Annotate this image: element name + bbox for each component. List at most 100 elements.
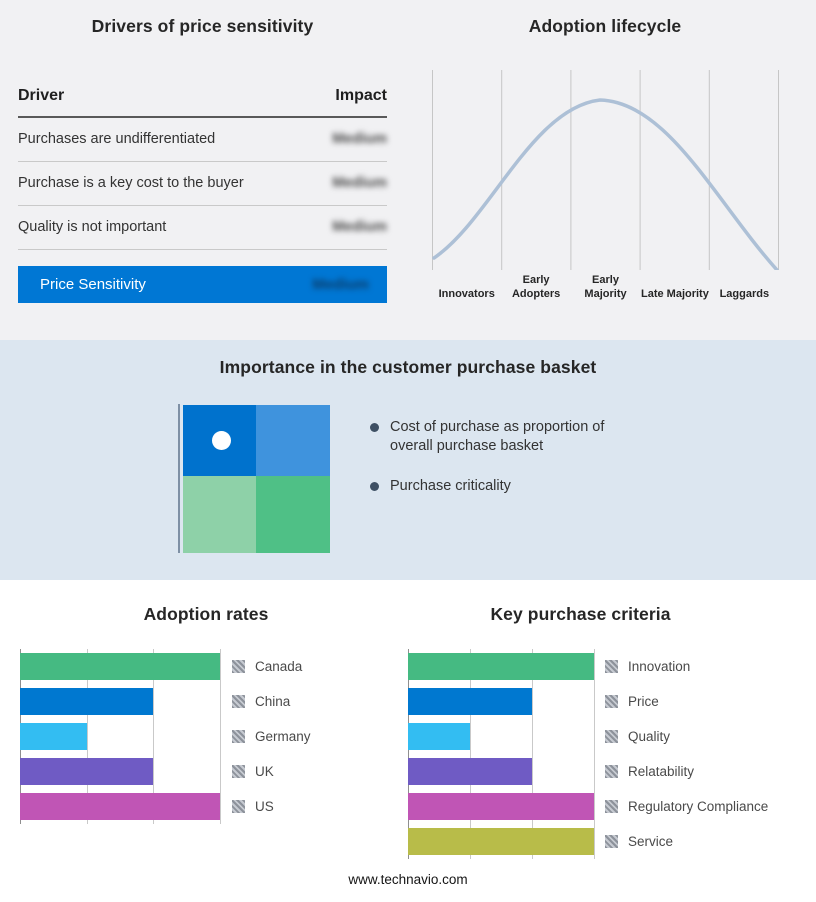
legend-swatch bbox=[232, 660, 245, 673]
legend-label: Quality bbox=[628, 729, 671, 744]
drivers-table-body: Purchases are undifferentiated Medium Purc… bbox=[18, 118, 387, 250]
bottom-section: Adoption rates Canada China Germany UK US Ke… bbox=[0, 580, 816, 902]
adoption-lifecycle-chart bbox=[432, 70, 779, 272]
legend-item: China bbox=[232, 684, 311, 719]
bar-regulatory-compliance bbox=[408, 793, 594, 820]
bar-canada bbox=[20, 653, 220, 680]
bar-china bbox=[20, 688, 154, 715]
drivers-title: Drivers of price sensitivity bbox=[91, 16, 314, 36]
bar-row bbox=[408, 789, 594, 824]
legend-swatch bbox=[605, 660, 618, 673]
quadrant-top-left bbox=[183, 405, 256, 476]
legend-item: Germany bbox=[232, 719, 311, 754]
position-dot bbox=[212, 431, 231, 450]
purchase-basket-section: Importance in the customer purchase bask… bbox=[0, 340, 816, 580]
driver-row: Quality is not important Medium bbox=[18, 206, 387, 250]
legend-item: Innovation bbox=[605, 649, 768, 684]
adoption-rates-chart: Adoption rates Canada China Germany UK US bbox=[20, 604, 392, 824]
adoption-rates-legend: Canada China Germany UK US bbox=[232, 649, 311, 824]
legend-swatch bbox=[605, 835, 618, 848]
drivers-panel: Drivers of price sensitivity Driver Impa… bbox=[18, 16, 387, 303]
adoption-rates-body: Canada China Germany UK US bbox=[20, 649, 392, 824]
bar-innovation bbox=[408, 653, 594, 680]
legend-item: US bbox=[232, 789, 311, 824]
legend-swatch bbox=[605, 695, 618, 708]
bullet-text: Purchase criticality bbox=[390, 478, 511, 495]
bar-service bbox=[408, 828, 594, 855]
legend-label: Canada bbox=[255, 659, 303, 674]
bar-row bbox=[408, 719, 594, 754]
bullet-icon bbox=[370, 482, 379, 492]
lifecycle-panel: Adoption lifecycle Innovators Early Adopt… bbox=[415, 16, 795, 302]
gridline bbox=[594, 649, 595, 859]
gridline bbox=[220, 649, 221, 824]
bar-row bbox=[408, 824, 594, 859]
driver-name: Purchases are undifferentiated bbox=[18, 131, 216, 147]
driver-row: Purchase is a key cost to the buyer Mediu… bbox=[18, 162, 387, 206]
legend-swatch bbox=[232, 800, 245, 813]
legend-swatch bbox=[232, 730, 245, 743]
gridline bbox=[86, 649, 88, 824]
legend-swatch bbox=[605, 730, 618, 743]
quadrant-bottom-left bbox=[183, 476, 256, 553]
bar-row bbox=[20, 719, 220, 754]
legend-label: Price bbox=[628, 694, 659, 709]
legend-label: UK bbox=[255, 764, 274, 779]
legend-item: Quality bbox=[605, 719, 768, 754]
adoption-rates-title: Adoption rates bbox=[143, 604, 269, 624]
bar-uk bbox=[20, 758, 154, 785]
stage-label: Laggards bbox=[719, 287, 770, 300]
y-axis-line bbox=[408, 649, 409, 859]
bar-row bbox=[20, 684, 220, 719]
legend-label: Germany bbox=[255, 729, 311, 744]
quadrant-axis-line bbox=[178, 404, 180, 553]
stage-label: Innovators bbox=[438, 287, 495, 300]
basket-bullet: Cost of purchase as proportion of overal… bbox=[370, 418, 638, 456]
legend-item: Relatability bbox=[605, 754, 768, 789]
legend-item: Price bbox=[605, 684, 768, 719]
adoption-rates-plot bbox=[20, 649, 221, 824]
basket-bullet: Purchase criticality bbox=[370, 477, 638, 496]
stage-label: Late Majority bbox=[640, 287, 709, 300]
top-section: Drivers of price sensitivity Driver Impa… bbox=[0, 0, 816, 340]
gridline bbox=[470, 649, 471, 859]
key-purchase-criteria-chart: Key purchase criteria Innovation Price Qua… bbox=[408, 604, 768, 859]
bar-us bbox=[20, 793, 220, 820]
legend-item: Service bbox=[605, 824, 768, 859]
legend-swatch bbox=[605, 765, 618, 778]
impact-value: Medium bbox=[332, 219, 387, 235]
legend-label: China bbox=[255, 694, 291, 709]
driver-column-header: Driver bbox=[18, 87, 65, 104]
bar-relatability bbox=[408, 758, 533, 785]
legend-item: UK bbox=[232, 754, 311, 789]
basket-title: Importance in the customer purchase bask… bbox=[219, 357, 597, 377]
bar-price bbox=[408, 688, 533, 715]
price-sensitivity-label: Price Sensitivity bbox=[40, 276, 146, 293]
key-purchase-criteria-plot bbox=[408, 649, 595, 859]
quadrant-bottom-right bbox=[256, 476, 330, 553]
lifecycle-stage-labels: Innovators Early Adopters Early Majority La… bbox=[432, 274, 779, 302]
bar-quality bbox=[408, 723, 470, 750]
bar-germany bbox=[20, 723, 87, 750]
website-url: www.technavio.com bbox=[348, 872, 468, 887]
impact-value: Medium bbox=[332, 175, 387, 191]
quadrant-chart bbox=[183, 405, 330, 553]
bar-row bbox=[408, 684, 594, 719]
gridline bbox=[153, 649, 155, 824]
key-purchase-criteria-body: Innovation Price Quality Relatability Regula… bbox=[408, 649, 768, 859]
stage-label: Early Adopters bbox=[511, 274, 561, 300]
legend-label: Service bbox=[628, 834, 674, 849]
bar-row bbox=[20, 649, 220, 684]
impact-column-header: Impact bbox=[335, 87, 387, 104]
bar-row bbox=[20, 789, 220, 824]
driver-row: Purchases are undifferentiated Medium bbox=[18, 118, 387, 162]
price-sensitivity-impact: Medium bbox=[312, 276, 369, 293]
legend-swatch bbox=[605, 800, 618, 813]
legend-item: Regulatory Compliance bbox=[605, 789, 768, 824]
legend-label: Regulatory Compliance bbox=[628, 799, 769, 814]
stage-label: Early Majority bbox=[584, 274, 627, 300]
driver-name: Purchase is a key cost to the buyer bbox=[18, 175, 244, 191]
lifecycle-title: Adoption lifecycle bbox=[528, 16, 682, 36]
bar-row bbox=[408, 754, 594, 789]
legend-item: Canada bbox=[232, 649, 311, 684]
